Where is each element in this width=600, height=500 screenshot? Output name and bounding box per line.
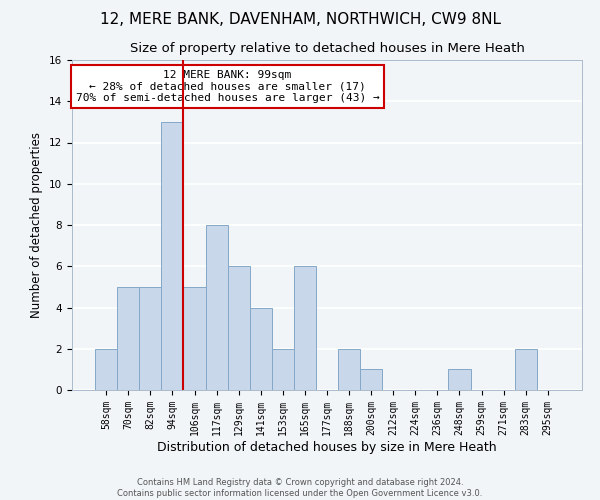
Bar [206,225,227,390]
Bar [117,287,139,390]
Bar [272,349,294,390]
Bar [95,349,117,390]
Bar [227,266,250,390]
Title: Size of property relative to detached houses in Mere Heath: Size of property relative to detached ho… [130,42,524,54]
Text: Contains HM Land Registry data © Crown copyright and database right 2024.
Contai: Contains HM Land Registry data © Crown c… [118,478,482,498]
Bar [294,266,316,390]
Bar [515,349,537,390]
Text: 12, MERE BANK, DAVENHAM, NORTHWICH, CW9 8NL: 12, MERE BANK, DAVENHAM, NORTHWICH, CW9 … [100,12,500,28]
Bar [448,370,470,390]
X-axis label: Distribution of detached houses by size in Mere Heath: Distribution of detached houses by size … [157,440,497,454]
Bar [161,122,184,390]
Bar [139,287,161,390]
Bar [338,349,360,390]
Bar [184,287,206,390]
Bar [360,370,382,390]
Y-axis label: Number of detached properties: Number of detached properties [31,132,43,318]
Text: 12 MERE BANK: 99sqm
← 28% of detached houses are smaller (17)
70% of semi-detach: 12 MERE BANK: 99sqm ← 28% of detached ho… [76,70,379,103]
Bar [250,308,272,390]
